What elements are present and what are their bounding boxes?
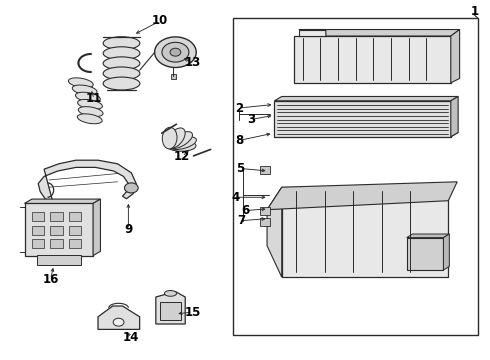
Text: 15: 15 <box>184 306 201 319</box>
Text: 11: 11 <box>86 93 102 105</box>
Bar <box>32 212 44 221</box>
Ellipse shape <box>162 127 177 149</box>
Polygon shape <box>407 234 449 238</box>
Ellipse shape <box>169 132 193 149</box>
Ellipse shape <box>155 37 196 68</box>
Text: 2: 2 <box>235 102 243 114</box>
Polygon shape <box>451 30 460 83</box>
Polygon shape <box>299 30 460 36</box>
Ellipse shape <box>77 99 102 109</box>
Bar <box>50 226 63 235</box>
Ellipse shape <box>167 140 196 151</box>
Ellipse shape <box>103 67 140 80</box>
Polygon shape <box>156 292 185 324</box>
Text: 9: 9 <box>124 223 132 236</box>
Polygon shape <box>93 199 100 256</box>
Text: 7: 7 <box>238 214 245 227</box>
Ellipse shape <box>103 37 140 50</box>
Ellipse shape <box>78 107 103 117</box>
Ellipse shape <box>103 77 140 90</box>
Ellipse shape <box>77 114 102 124</box>
Ellipse shape <box>167 128 185 148</box>
Bar <box>32 226 44 235</box>
Bar <box>171 74 176 79</box>
Polygon shape <box>38 160 136 202</box>
Bar <box>260 207 270 215</box>
Ellipse shape <box>72 85 97 95</box>
Text: 1: 1 <box>470 5 478 18</box>
Bar <box>233 18 478 335</box>
Bar <box>50 239 63 248</box>
Text: 16: 16 <box>42 273 59 286</box>
Bar <box>50 212 63 221</box>
Bar <box>37 255 81 265</box>
Polygon shape <box>451 96 458 137</box>
Text: 13: 13 <box>184 57 201 69</box>
Text: 4: 4 <box>231 191 239 204</box>
Polygon shape <box>299 30 326 36</box>
Bar <box>32 239 44 248</box>
Ellipse shape <box>75 92 100 102</box>
Polygon shape <box>294 36 451 83</box>
Polygon shape <box>267 182 457 210</box>
Text: 3: 3 <box>247 113 255 126</box>
Text: 12: 12 <box>174 150 191 163</box>
Polygon shape <box>267 187 282 277</box>
Ellipse shape <box>103 57 140 70</box>
Text: 8: 8 <box>235 134 243 147</box>
Ellipse shape <box>164 291 176 296</box>
Bar <box>260 218 270 226</box>
Polygon shape <box>282 187 448 277</box>
Text: 6: 6 <box>241 204 249 217</box>
Text: 5: 5 <box>236 162 244 175</box>
Polygon shape <box>274 132 458 137</box>
Ellipse shape <box>170 48 181 56</box>
Polygon shape <box>24 203 93 256</box>
Text: 14: 14 <box>123 331 140 344</box>
Polygon shape <box>98 306 140 329</box>
Bar <box>69 226 81 235</box>
Bar <box>260 166 270 174</box>
Ellipse shape <box>162 42 189 62</box>
Ellipse shape <box>124 183 138 193</box>
Bar <box>160 302 181 320</box>
Ellipse shape <box>103 47 140 60</box>
Ellipse shape <box>113 318 124 326</box>
Polygon shape <box>274 101 451 137</box>
Bar <box>69 239 81 248</box>
Polygon shape <box>443 234 449 270</box>
Text: 10: 10 <box>152 14 169 27</box>
Ellipse shape <box>69 78 93 88</box>
Bar <box>69 212 81 221</box>
Ellipse shape <box>169 137 196 149</box>
Polygon shape <box>274 96 458 101</box>
Polygon shape <box>24 199 100 203</box>
Polygon shape <box>407 238 443 270</box>
